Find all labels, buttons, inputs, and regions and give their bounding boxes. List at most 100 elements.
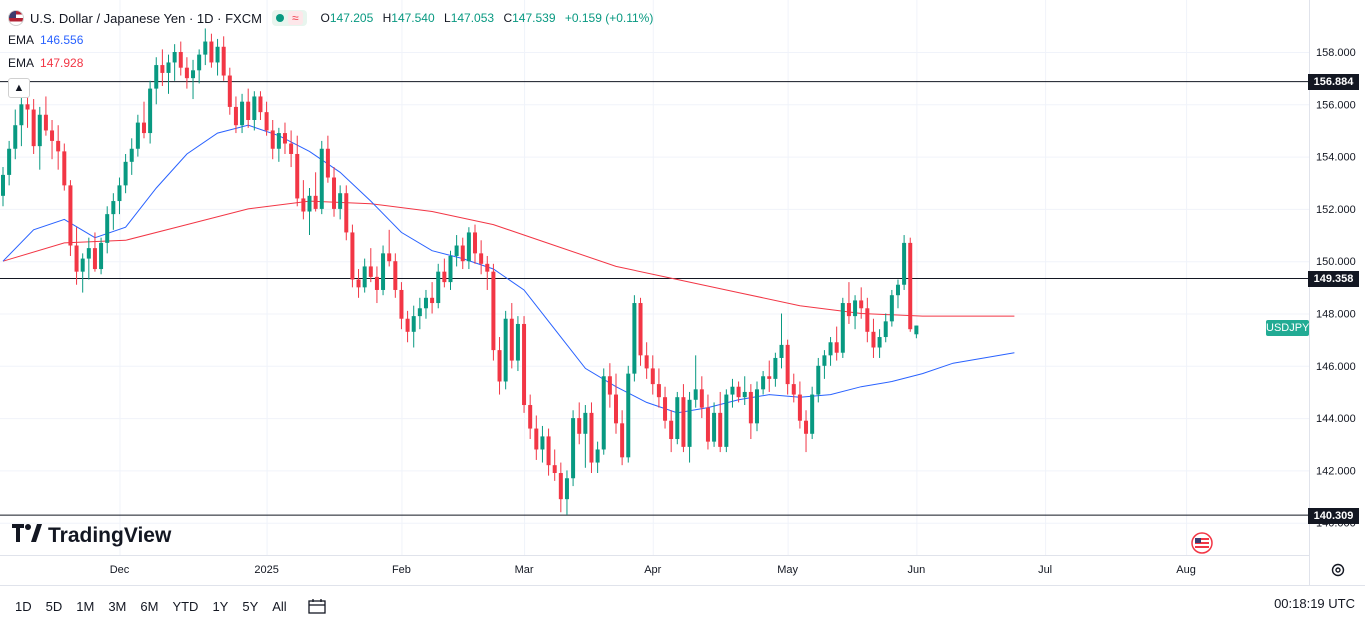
price-tick-label: 156.000 bbox=[1316, 99, 1356, 111]
candle-body bbox=[871, 331, 876, 348]
ema-slow-line bbox=[2, 200, 1015, 317]
candle-body bbox=[528, 405, 533, 429]
candle-body bbox=[264, 112, 269, 131]
candle-body bbox=[859, 300, 864, 309]
candle-body bbox=[571, 418, 576, 479]
range-button-1d[interactable]: 1D bbox=[15, 598, 32, 614]
us-flag-marker-icon[interactable] bbox=[1190, 532, 1214, 554]
candle-body bbox=[252, 96, 257, 120]
range-button-5y[interactable]: 5Y bbox=[242, 598, 259, 614]
candle-body bbox=[773, 357, 778, 379]
range-button-5d[interactable]: 5D bbox=[45, 598, 63, 614]
collapse-legend-button[interactable]: ▲ bbox=[8, 78, 30, 98]
candle-body bbox=[332, 177, 337, 209]
candle-body bbox=[184, 67, 189, 79]
price-axis[interactable]: 140.000142.000144.000146.000148.000150.0… bbox=[1316, 47, 1356, 530]
candle-body bbox=[172, 52, 177, 63]
candle-body bbox=[129, 148, 134, 162]
candle-body bbox=[761, 376, 766, 390]
market-status-pill[interactable]: ≈ bbox=[271, 10, 307, 26]
candle-body bbox=[319, 148, 324, 209]
settings-gear-icon[interactable] bbox=[1330, 562, 1346, 578]
chart-legend: U.S. Dollar / Japanese Yen · 1D · FXCM ≈… bbox=[8, 8, 659, 98]
calendar-range-icon[interactable] bbox=[308, 598, 326, 614]
candle-body bbox=[295, 153, 300, 199]
close-label: C bbox=[503, 11, 513, 25]
candle-body bbox=[197, 54, 202, 71]
candle-body bbox=[693, 389, 698, 400]
bottom-toolbar: 1D 5D 1M 3M 6M YTD 1Y 5Y All bbox=[0, 585, 1365, 626]
candle-body bbox=[564, 478, 569, 500]
candle-body bbox=[393, 261, 398, 290]
horizontal-lines[interactable] bbox=[0, 81, 1309, 516]
symbol-price-tag: USDJPY bbox=[1266, 320, 1310, 336]
price-tick-label: 150.000 bbox=[1316, 256, 1356, 268]
candle-body bbox=[644, 355, 649, 369]
price-tick-label: 142.000 bbox=[1316, 465, 1356, 477]
candle-body bbox=[558, 473, 563, 500]
time-tick-label: 2025 bbox=[254, 564, 278, 576]
time-tick-label: May bbox=[777, 564, 798, 576]
candle-body bbox=[828, 342, 833, 356]
symbol-row[interactable]: U.S. Dollar / Japanese Yen · 1D · FXCM ≈… bbox=[8, 8, 659, 28]
candle-body bbox=[374, 276, 379, 290]
time-tick-label: Aug bbox=[1176, 564, 1196, 576]
range-button-all[interactable]: All bbox=[272, 598, 287, 614]
candle-body bbox=[748, 391, 753, 424]
candle-body bbox=[724, 394, 729, 447]
candle-body bbox=[423, 297, 428, 309]
candle-body bbox=[607, 376, 612, 395]
range-button-ytd[interactable]: YTD bbox=[172, 598, 199, 614]
hline-price-label[interactable]: 149.358 bbox=[1308, 270, 1359, 287]
range-button-6m[interactable]: 6M bbox=[140, 598, 159, 614]
time-axis[interactable]: Dec 2025 Feb Mar Apr May Jun Jul Aug bbox=[110, 564, 1196, 576]
candle-body bbox=[148, 88, 153, 134]
candle-body bbox=[141, 122, 146, 134]
candle-body bbox=[889, 295, 894, 322]
range-button-3m[interactable]: 3M bbox=[108, 598, 127, 614]
utc-clock[interactable]: 00:18:19 UTC bbox=[1274, 596, 1355, 611]
candle-body bbox=[31, 109, 36, 147]
ema-value: 146.556 bbox=[40, 32, 84, 47]
candle-body bbox=[117, 185, 122, 202]
candle-body bbox=[227, 75, 232, 107]
candle-body bbox=[80, 258, 85, 272]
candles bbox=[1, 28, 919, 515]
symbol-title[interactable]: U.S. Dollar / Japanese Yen · 1D · FXCM bbox=[30, 10, 262, 26]
tradingview-logo[interactable]: TradingView bbox=[12, 524, 171, 548]
candle-body bbox=[460, 245, 465, 262]
candle-body bbox=[540, 436, 545, 450]
candle-body bbox=[350, 232, 355, 280]
price-tick-label: 144.000 bbox=[1316, 413, 1356, 425]
candle-body bbox=[577, 418, 582, 434]
hline-price-label[interactable]: 140.309 bbox=[1308, 507, 1359, 524]
candle-body bbox=[754, 389, 759, 424]
candle-body bbox=[289, 143, 294, 154]
candle-body bbox=[191, 70, 196, 79]
candle-body bbox=[687, 399, 692, 447]
candle-body bbox=[430, 297, 435, 304]
hline-price-label[interactable]: 156.884 bbox=[1308, 74, 1359, 91]
candle-body bbox=[221, 46, 226, 76]
change-value: +0.159 (+0.11%) bbox=[564, 11, 654, 25]
ema-fast-line bbox=[2, 124, 1015, 414]
candle-body bbox=[663, 397, 668, 421]
time-tick-label: Dec bbox=[110, 564, 130, 576]
range-button-1y[interactable]: 1Y bbox=[212, 598, 229, 614]
range-button-1m[interactable]: 1M bbox=[76, 598, 95, 614]
candle-body bbox=[730, 386, 735, 395]
candle-body bbox=[99, 242, 104, 270]
candle-body bbox=[338, 193, 343, 209]
candle-body bbox=[846, 303, 851, 317]
candle-body bbox=[877, 337, 882, 348]
candle-body bbox=[669, 420, 674, 440]
candle-body bbox=[209, 41, 214, 63]
candle-body bbox=[699, 389, 704, 408]
candle-body bbox=[1, 174, 5, 196]
candle-body bbox=[546, 436, 551, 466]
candle-body bbox=[552, 465, 557, 474]
ema-indicator-1[interactable]: EMA 146.556 bbox=[8, 28, 659, 51]
ema-indicator-2[interactable]: EMA 147.928 bbox=[8, 51, 659, 74]
candle-body bbox=[712, 412, 717, 442]
